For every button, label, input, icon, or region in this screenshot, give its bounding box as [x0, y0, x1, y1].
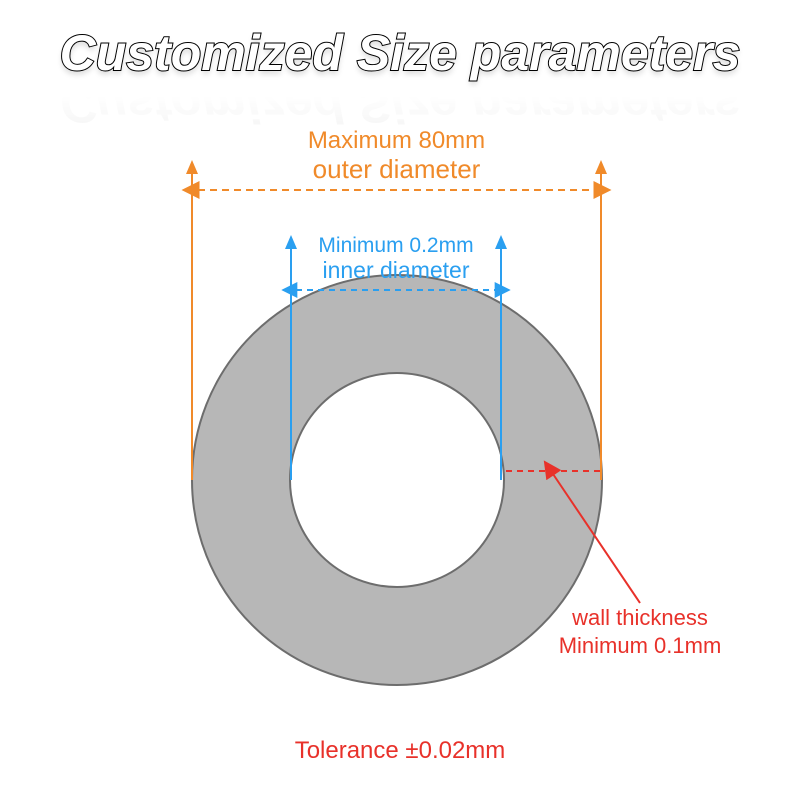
outer-dim-label: outer diameter	[313, 154, 481, 184]
inner-dim-label: inner diameter	[322, 257, 469, 283]
diagram-svg: Maximum 80mm outer diameter Minimum 0.2m…	[0, 0, 800, 800]
wall-value: Minimum 0.1mm	[559, 633, 722, 658]
tolerance-text: Tolerance ±0.02mm	[295, 737, 506, 764]
wall-label: wall thickness	[571, 605, 708, 630]
tube-ring	[192, 275, 602, 685]
inner-dim-value: Minimum 0.2mm	[318, 234, 473, 257]
outer-dim-value: Maximum 80mm	[308, 127, 485, 154]
